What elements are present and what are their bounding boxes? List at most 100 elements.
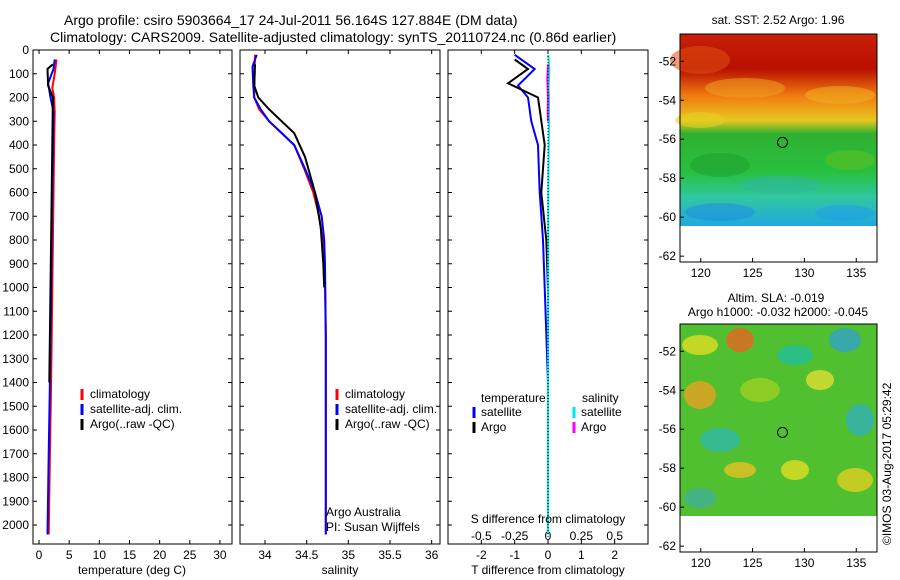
sst-map-title: sat. SST: 2.52 Argo: 1.96 <box>712 13 845 27</box>
difference-legend: temperature salinitysatelliteArgosatellit… <box>472 391 622 434</box>
map-y-tick-label: -60 <box>659 210 677 224</box>
legend-label: Argo(..raw -QC) <box>90 417 175 431</box>
temperature-panel: 0100200300400500600700800900100011001200… <box>2 43 233 577</box>
depth-tick-label: 1900 <box>2 494 29 508</box>
t-difference-x-label: T difference from climatology <box>471 563 625 577</box>
x2-tick-label: 0.25 <box>570 529 594 543</box>
temperature-plot-frame <box>32 49 233 545</box>
depth-tick-label: 500 <box>9 162 29 176</box>
series-line-t-satellite <box>514 53 549 535</box>
sst-map-ticks: 120 125 130 135 -52 -54 -56 -58 -60 -62 <box>659 54 867 280</box>
map-y-tick-label: -56 <box>659 132 677 146</box>
depth-axis-labels: 0 100 200 300 400 500 600 700 800 900 1000 1100 1200… <box>2 43 29 532</box>
depth-tick-label: 1400 <box>2 376 29 390</box>
sla-map-panel: Altim. SLA: -0.019 Argo h1000: -0.032 h2… <box>659 291 878 570</box>
depth-tick-label: 200 <box>9 91 29 105</box>
sst-map-frame <box>679 33 878 263</box>
x-tick-label: -2 <box>476 548 487 562</box>
salinity-plot-frame <box>239 49 441 545</box>
legend-label: satellite <box>581 405 622 419</box>
depth-tick-label: 1800 <box>2 471 29 485</box>
depth-tick-label: 100 <box>9 67 29 81</box>
x-tick-label: 20 <box>153 548 167 562</box>
figure-title-line2: Climatology: CARS2009. Satellite-adjuste… <box>50 29 617 45</box>
map-x-tick-label: 125 <box>743 266 763 280</box>
sla-map-frame <box>679 323 878 553</box>
s-difference-x-label: S difference from climatology <box>471 512 626 526</box>
depth-tick-label: 400 <box>9 138 29 152</box>
map-y-tick-label: -62 <box>659 249 677 263</box>
x-tick-label: 34.5 <box>295 548 319 562</box>
sla-profile-location-marker <box>777 426 788 438</box>
depth-tick-label: 700 <box>9 209 29 223</box>
x-tick-label: 36 <box>425 548 439 562</box>
depth-tick-label: 1200 <box>2 328 29 342</box>
map-y-tick-label: -54 <box>659 93 677 107</box>
depth-tick-label: 1100 <box>3 304 29 318</box>
temperature-x-label: temperature (deg C) <box>78 563 186 577</box>
x-tick-label: 0 <box>36 548 43 562</box>
legend-label: Argo(..raw -QC) <box>345 417 430 431</box>
depth-tick-label: 1700 <box>2 447 29 461</box>
series-line-satellite-adj-clim- <box>251 54 327 535</box>
map-x-tick-label: 135 <box>846 556 866 570</box>
map-y-tick-label: -54 <box>659 383 677 397</box>
map-y-tick-label: -62 <box>659 539 677 553</box>
depth-tick-label: 2000 <box>2 518 29 532</box>
depth-tick-label: 0 <box>22 43 29 57</box>
x-tick-label: -1 <box>509 548 520 562</box>
temperature-x-ticks: 0 5 10 15 20 25 30 <box>36 50 227 562</box>
sst-map-texture <box>670 46 875 221</box>
sst-profile-location-marker <box>777 136 788 148</box>
legend-label: satellite-adj. clim. <box>345 402 437 416</box>
sst-map-panel: sat. SST: 2.52 Argo: 1.96 120 125 130 135 -5… <box>659 13 878 280</box>
x-tick-label: 5 <box>66 548 73 562</box>
legend-label: Argo <box>581 420 607 434</box>
salinity-x-ticks: 34 34.5 35 35.5 36 <box>258 50 439 562</box>
series-line-climatology <box>47 59 58 535</box>
salinity-x-label: salinity <box>322 563 359 577</box>
series-line-argo-raw-qc- <box>253 64 326 288</box>
legend-temperature-title: temperature <box>481 391 546 405</box>
series-line-t-argo <box>506 58 549 288</box>
depth-tick-label: 800 <box>9 233 29 247</box>
x2-tick-label: -0.5 <box>471 529 492 543</box>
x2-tick-label: 0.5 <box>606 529 623 543</box>
series-line-argo-raw-qc- <box>46 63 54 383</box>
map-y-tick-label: -60 <box>659 500 677 514</box>
map-x-tick-label: 135 <box>846 266 866 280</box>
legend-label: Argo <box>481 420 507 434</box>
depth-tick-label: 1600 <box>2 423 29 437</box>
map-y-tick-label: -56 <box>659 422 677 436</box>
x-tick-label: 25 <box>183 548 197 562</box>
map-y-tick-label: -58 <box>659 461 677 475</box>
x-tick-label: 1 <box>578 548 585 562</box>
imos-timestamp: ©IMOS 03-Aug-2017 05:29:42 <box>880 382 894 545</box>
map-x-tick-label: 120 <box>691 266 711 280</box>
x-tick-label: 15 <box>123 548 137 562</box>
map-y-tick-label: -58 <box>659 171 677 185</box>
figure-title-line1: Argo profile: csiro 5903664_17 24-Jul-20… <box>64 12 518 28</box>
depth-tick-label: 1500 <box>2 399 29 413</box>
x-tick-label: 0 <box>545 548 552 562</box>
legend-salinity-title: salinity <box>582 391 619 405</box>
x-tick-label: 10 <box>93 548 107 562</box>
depth-tick-label: 900 <box>9 257 29 271</box>
map-x-tick-label: 120 <box>691 556 711 570</box>
x-tick-label: 2 <box>611 548 618 562</box>
map-x-tick-label: 130 <box>794 266 814 280</box>
sla-map-ticks: 120 125 130 135 -52 -54 -56 -58 -60 -62 <box>659 344 867 570</box>
x2-tick-label: -0.25 <box>501 529 529 543</box>
x-tick-label: 35.5 <box>378 548 402 562</box>
sla-map-title-line1: Altim. SLA: -0.019 <box>728 291 825 305</box>
x-tick-label: 35 <box>342 548 356 562</box>
legend-label: satellite-adj. clim. <box>90 402 182 416</box>
salinity-panel: 34 34.5 35 35.5 36 salinity climatologysatel… <box>239 49 441 577</box>
depth-tick-label: 1300 <box>2 352 29 366</box>
map-y-tick-label: -52 <box>659 344 677 358</box>
credit-line2: PI: Susan Wijffels <box>326 520 420 534</box>
